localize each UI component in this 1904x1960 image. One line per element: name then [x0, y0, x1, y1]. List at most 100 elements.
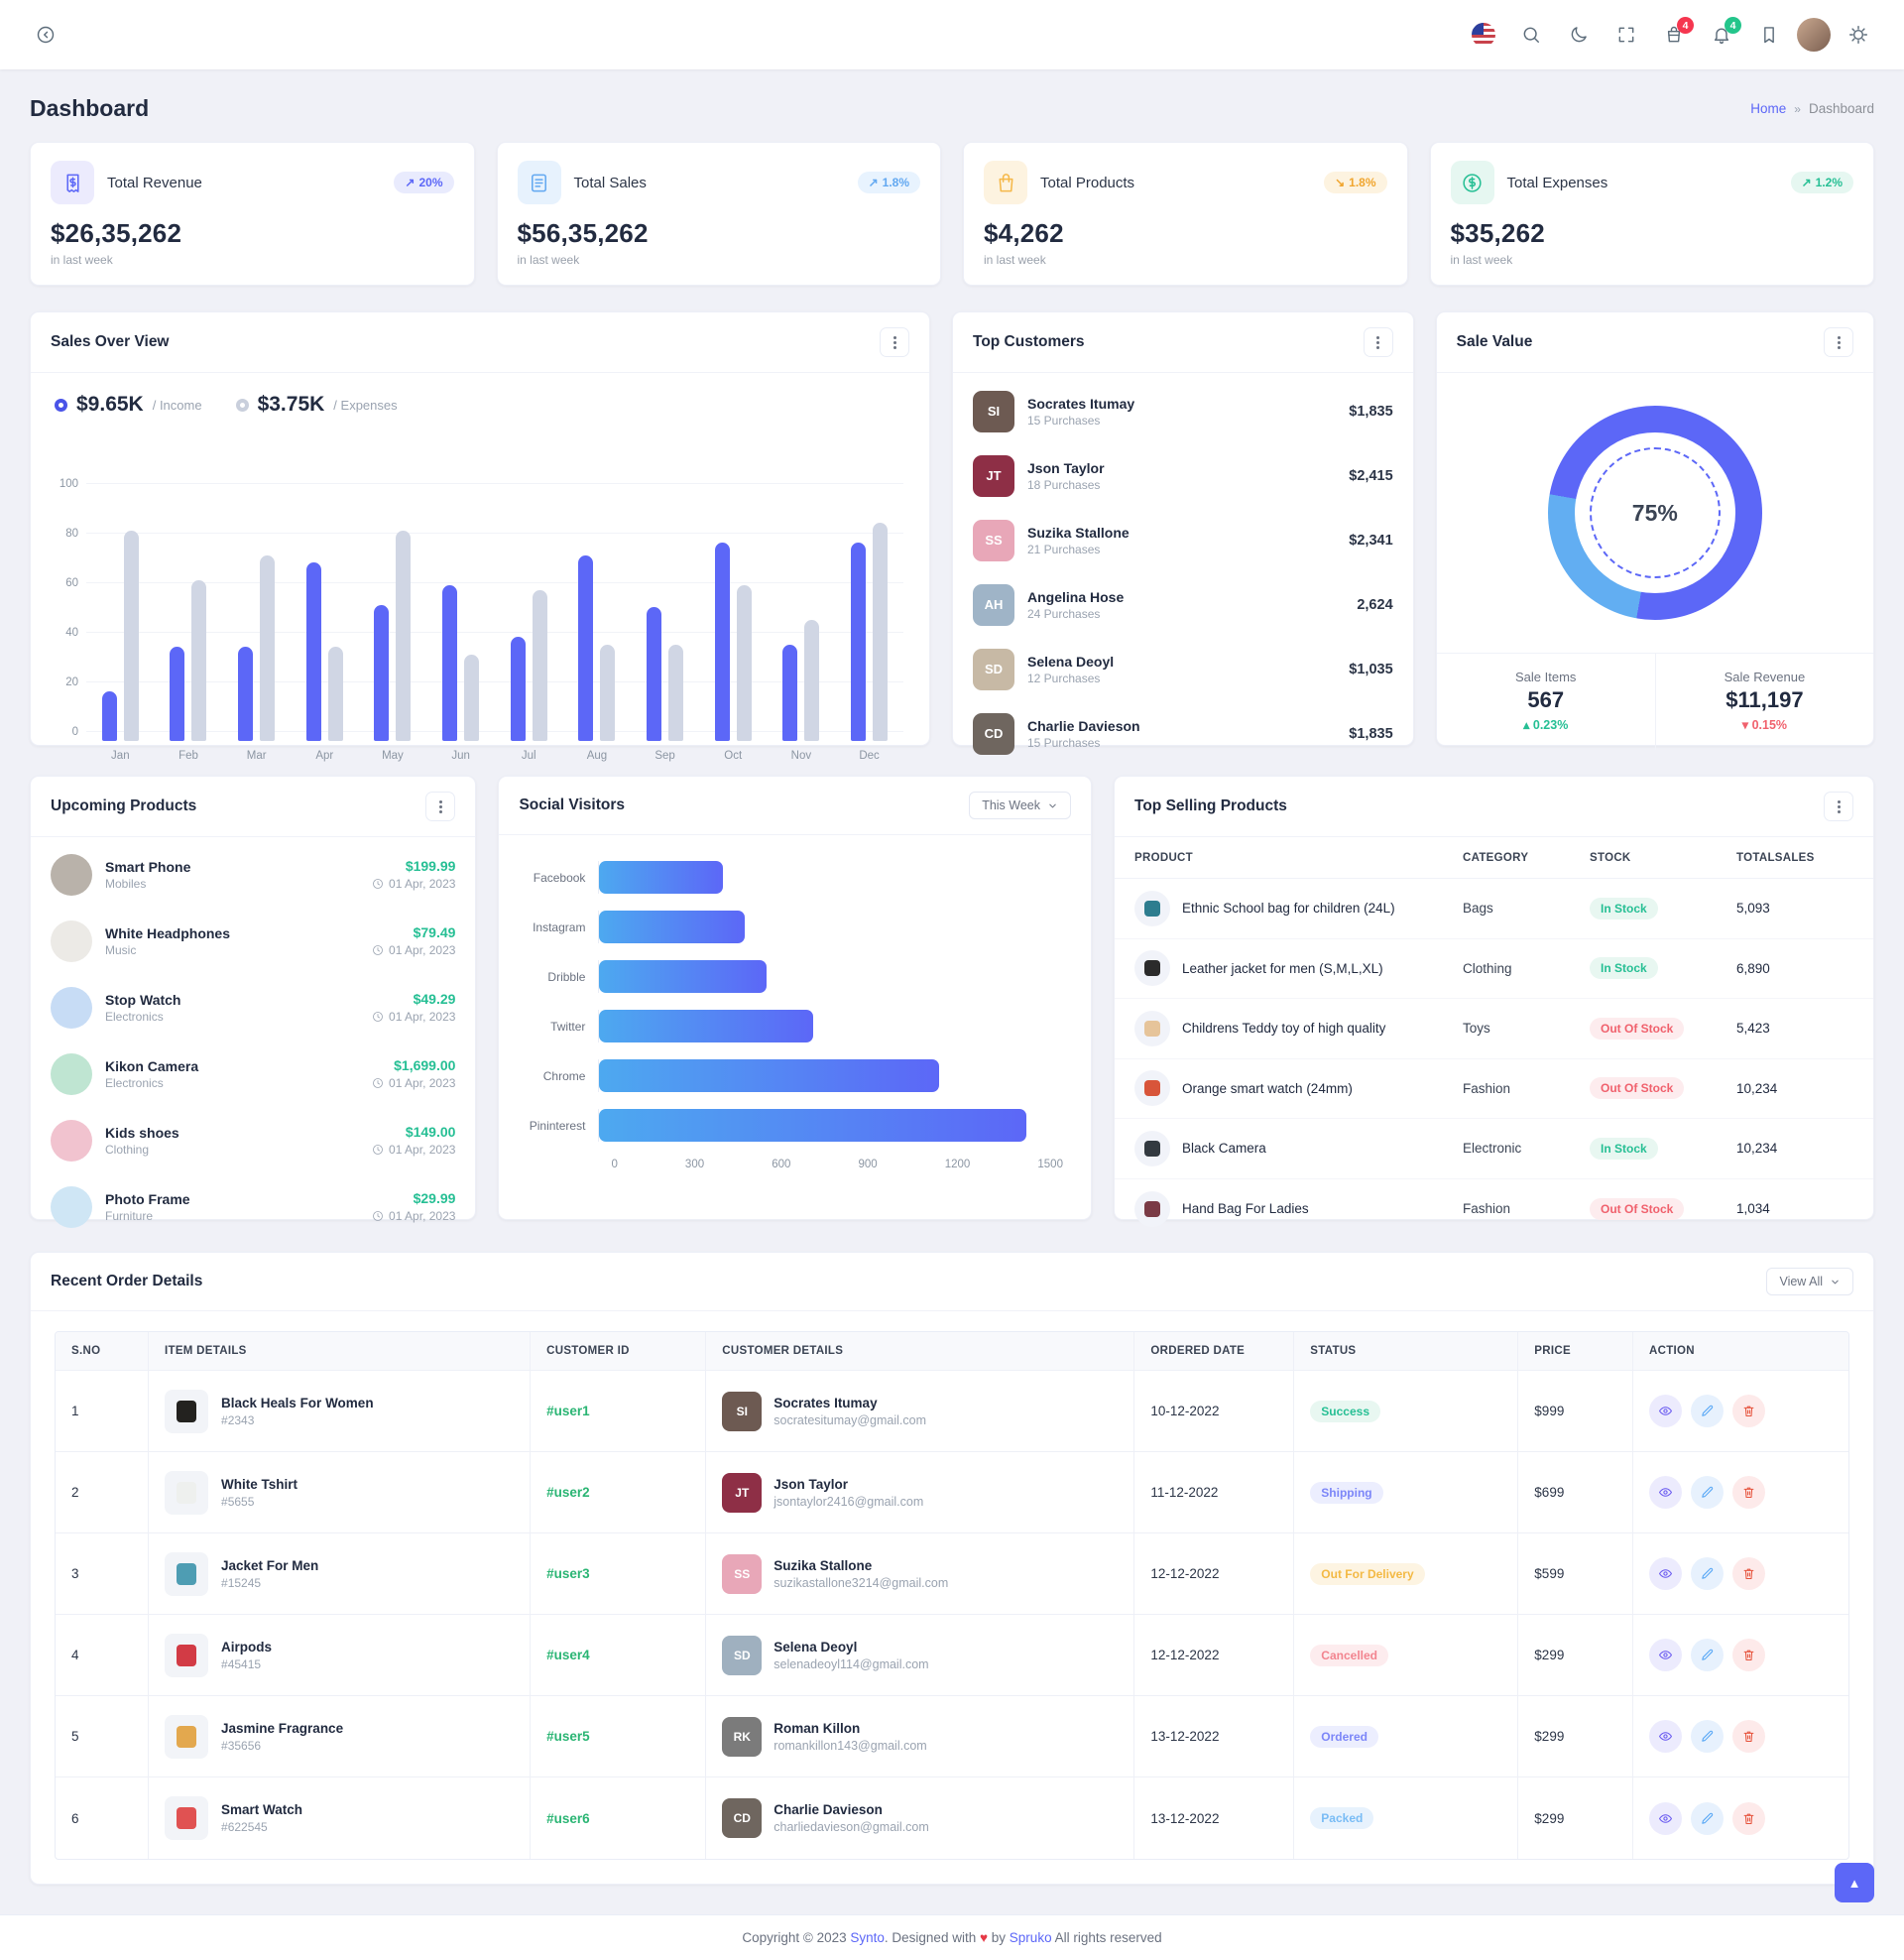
edit-button[interactable]	[1691, 1639, 1724, 1671]
avatar[interactable]	[1797, 18, 1831, 52]
expenses-legend-dot	[235, 398, 249, 412]
logo-icon[interactable]	[26, 15, 65, 55]
view-button[interactable]	[1649, 1720, 1682, 1753]
stock-badge: Out Of Stock	[1590, 1077, 1685, 1100]
fullscreen-button[interactable]	[1606, 15, 1646, 55]
edit-button[interactable]	[1691, 1476, 1724, 1509]
delete-button[interactable]	[1732, 1801, 1765, 1835]
order-date: 12-12-2022	[1134, 1615, 1295, 1695]
view-button[interactable]	[1649, 1639, 1682, 1671]
customer-avatar: SI	[973, 390, 1014, 432]
edit-button[interactable]	[1691, 1557, 1724, 1590]
cart-button[interactable]: 4	[1654, 15, 1694, 55]
orders-header-row: S.NO ITEM DETAILS CUSTOMER ID CUSTOMER D…	[56, 1332, 1848, 1371]
delete-button[interactable]	[1732, 1476, 1765, 1509]
bell-icon	[1714, 28, 1729, 44]
pencil-icon	[1702, 1405, 1714, 1416]
customer-avatar: CD	[722, 1798, 763, 1838]
customer-name: Suzika Stallone	[1027, 524, 1130, 541]
scroll-to-top-button[interactable]: ▲	[1835, 1863, 1874, 1902]
breadcrumb-home-link[interactable]: Home	[1750, 101, 1787, 116]
delete-button[interactable]	[1732, 1720, 1765, 1753]
customer-amount: $2,341	[1349, 532, 1393, 549]
sales-overview-card: Sales Over View $9.65K / Income $3.75K /…	[30, 311, 930, 762]
search-button[interactable]	[1511, 15, 1551, 55]
top-selling-title: Top Selling Products	[1134, 797, 1287, 814]
upcoming-products-menu-button[interactable]	[425, 792, 456, 821]
product-thumbnail	[51, 919, 92, 962]
expenses-icon	[1450, 161, 1494, 204]
top-selling-rows: Ethnic School bag for children (24L) Bag…	[1115, 879, 1873, 1239]
sales-legend: $9.65K / Income $3.75K / Expenses	[31, 373, 929, 421]
bookmark-button[interactable]	[1749, 15, 1789, 55]
product-category: Electronics	[105, 1075, 164, 1090]
stock-badge: Out Of Stock	[1590, 1197, 1685, 1220]
product-category: Clothing	[105, 1142, 150, 1157]
total-expenses-card: Total Expenses ↗ 1.2% $35,262 in last we…	[1429, 142, 1874, 286]
sale-value-menu-button[interactable]	[1824, 327, 1853, 357]
edit-button[interactable]	[1691, 1395, 1724, 1427]
stock-badge: In Stock	[1590, 1137, 1658, 1160]
order-row: 6 Smart Watch #622545 #user6 CD Charlie …	[56, 1777, 1848, 1859]
clock-icon	[373, 1145, 383, 1155]
delete-button[interactable]	[1732, 1639, 1765, 1671]
product-category: Toys	[1463, 1021, 1490, 1037]
product-category: Mobiles	[105, 876, 147, 891]
social-visitors-filter-dropdown[interactable]: This Week	[969, 792, 1072, 819]
customer-id-link[interactable]: #user2	[546, 1485, 590, 1500]
trend-down-icon: ↘	[1335, 176, 1346, 189]
gear-icon	[1848, 25, 1868, 45]
order-row: 4 Airpods #45415 #user4 SD Selena Deoyl	[56, 1615, 1848, 1696]
settings-button[interactable]	[1839, 15, 1878, 55]
up-arrow-icon: ▴	[1523, 718, 1530, 732]
notifications-badge: 4	[1725, 17, 1741, 34]
pencil-icon	[1702, 1812, 1714, 1824]
item-name: Smart Watch	[221, 1802, 303, 1817]
customer-name: Charlie Davieson	[774, 1802, 883, 1817]
view-button[interactable]	[1649, 1476, 1682, 1509]
product-category: Furniture	[105, 1208, 154, 1223]
sale-value-title: Sale Value	[1456, 333, 1533, 350]
customer-id-link[interactable]: #user6	[546, 1810, 590, 1826]
view-button[interactable]	[1649, 1801, 1682, 1835]
view-button[interactable]	[1649, 1557, 1682, 1590]
order-serial: 3	[56, 1533, 150, 1614]
product-name: Photo Frame	[105, 1190, 190, 1207]
order-row: 3 Jacket For Men #15245 #user3 SS Suzika…	[56, 1533, 1848, 1615]
income-legend-dot	[55, 398, 67, 412]
customer-id-link[interactable]: #user3	[546, 1566, 590, 1581]
synto-link[interactable]: Synto	[850, 1930, 885, 1945]
top-customers-menu-button[interactable]	[1363, 327, 1393, 357]
upcoming-products-card: Upcoming Products Smart Phone Mobiles $1…	[30, 776, 477, 1228]
clock-icon	[373, 1211, 383, 1221]
customer-id-link[interactable]: #user5	[546, 1729, 590, 1744]
sales-overview-menu-button[interactable]	[880, 327, 909, 357]
spruko-link[interactable]: Spruko	[1009, 1930, 1052, 1945]
trend-up-icon: ↗	[1801, 176, 1812, 189]
product-category: Clothing	[1463, 960, 1512, 976]
customer-name: Socrates Itumay	[1027, 395, 1135, 412]
eye-icon	[1659, 1813, 1672, 1823]
product-price: $79.49	[413, 924, 456, 940]
notifications-button[interactable]: 4	[1702, 15, 1741, 55]
customer-id-link[interactable]: #user1	[546, 1404, 590, 1418]
stat-change-badge: ↗ 20%	[394, 172, 454, 193]
customer-id-link[interactable]: #user4	[546, 1648, 590, 1662]
top-selling-menu-button[interactable]	[1824, 792, 1853, 821]
edit-button[interactable]	[1691, 1720, 1724, 1753]
customer-avatar: SS	[722, 1553, 763, 1594]
dark-mode-toggle[interactable]	[1559, 15, 1599, 55]
item-code: #5655	[221, 1494, 255, 1509]
edit-button[interactable]	[1691, 1801, 1724, 1835]
view-all-dropdown[interactable]: View All	[1766, 1268, 1853, 1295]
language-flag-button[interactable]	[1464, 15, 1503, 55]
view-button[interactable]	[1649, 1395, 1682, 1427]
delete-button[interactable]	[1732, 1395, 1765, 1427]
order-serial: 1	[56, 1371, 150, 1451]
customer-row: SI Socrates Itumay 15 Purchases $1,835	[973, 379, 1393, 443]
order-serial: 2	[56, 1452, 150, 1532]
top-selling-row: Orange smart watch (24mm) Fashion Out Of…	[1115, 1059, 1873, 1119]
product-price: $199.99	[405, 858, 456, 874]
pencil-icon	[1702, 1649, 1714, 1660]
delete-button[interactable]	[1732, 1557, 1765, 1590]
